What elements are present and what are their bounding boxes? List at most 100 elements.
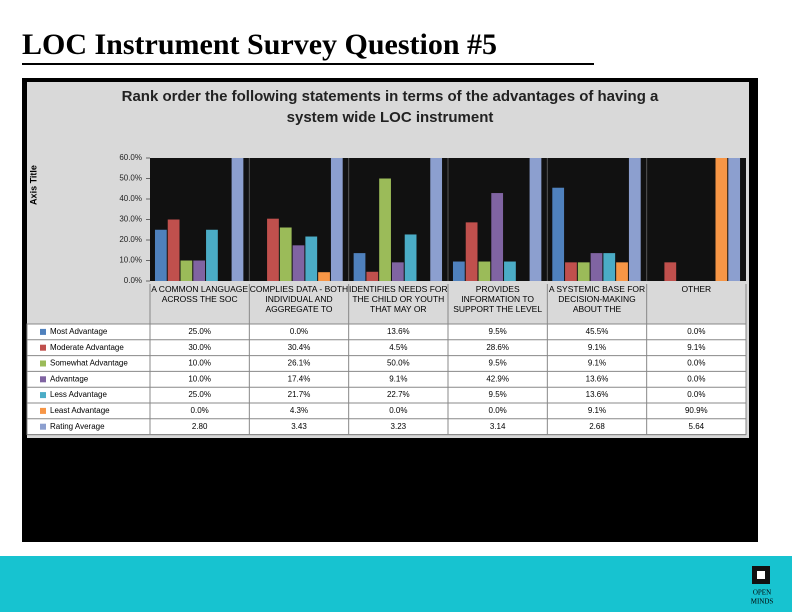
legend-label: Least Advantage	[50, 406, 110, 415]
category-label-box: A SYSTEMIC BASE FOR DECISION-MAKING ABOU…	[548, 284, 646, 314]
table-cell: 45.5%	[586, 327, 609, 336]
y-tick-label: 10.0%	[119, 256, 142, 265]
bar	[231, 158, 244, 281]
bar	[491, 193, 504, 281]
table-cell: 10.0%	[188, 374, 211, 383]
bar	[167, 219, 180, 281]
legend-swatch	[40, 328, 46, 335]
table-cell: 9.1%	[588, 343, 606, 352]
table-cell: 0.0%	[687, 374, 705, 383]
bar	[465, 222, 478, 281]
bar	[366, 271, 379, 281]
y-tick-label: 20.0%	[119, 235, 142, 244]
bar	[404, 234, 417, 281]
category-label-box: A COMMON LANGUAGE ACROSS THE SOC	[151, 284, 249, 304]
table-cell: 26.1%	[288, 359, 311, 368]
table-cell: 0.0%	[290, 327, 308, 336]
table-cell: 9.5%	[489, 390, 507, 399]
bar	[318, 272, 330, 281]
legend-swatch	[40, 344, 46, 351]
table-cell: 21.7%	[288, 390, 311, 399]
table-cell: 9.5%	[489, 327, 507, 336]
bar	[616, 262, 628, 281]
table-cell: 30.0%	[188, 343, 211, 352]
bar	[267, 218, 279, 281]
table-cell: 22.7%	[387, 390, 410, 399]
y-tick-label: 30.0%	[119, 215, 142, 224]
legend-label: Less Advantage	[50, 390, 107, 399]
table-cell: 25.0%	[188, 327, 211, 336]
x-tick-label: PROVIDES INFORMATION TO SUPPORT THE LEVE…	[453, 284, 543, 314]
x-tick-label: A SYSTEMIC BASE FOR DECISION-MAKING ABOU…	[548, 284, 646, 314]
table-cell: 30.4%	[288, 343, 311, 352]
x-tick-label: OTHER	[681, 284, 712, 294]
category-label-box: PROVIDES INFORMATION TO SUPPORT THE LEVE…	[453, 284, 543, 314]
bar	[452, 261, 465, 281]
chart-title-box: Rank order the following statements in t…	[121, 88, 659, 126]
legend-swatch	[40, 407, 46, 414]
table-cell: 13.6%	[586, 390, 609, 399]
bar	[529, 158, 542, 281]
table-cell: 9.1%	[588, 406, 606, 415]
table-cell: 50.0%	[387, 359, 410, 368]
bar	[353, 253, 366, 281]
legend-label: Somewhat Advantage	[50, 359, 128, 368]
table-cell: 0.0%	[687, 359, 705, 368]
legend-swatch	[40, 360, 46, 367]
bar	[305, 236, 318, 281]
y-tick-label: 50.0%	[119, 174, 142, 183]
bar	[430, 158, 443, 281]
table-cell: 9.1%	[588, 359, 606, 368]
bar	[715, 158, 728, 281]
table-cell: 0.0%	[687, 327, 705, 336]
table-cell: 25.0%	[188, 390, 211, 399]
logo-text: OPEN	[753, 589, 771, 597]
bar	[728, 158, 741, 281]
bar	[577, 262, 590, 281]
bar	[590, 253, 603, 281]
bar	[379, 178, 391, 281]
table-cell: 13.6%	[586, 374, 609, 383]
y-axis-title: Axis Title	[28, 165, 38, 205]
bar	[478, 261, 491, 281]
logo-text: MINDS	[751, 598, 774, 606]
legend-swatch	[40, 376, 46, 383]
table-cell: 2.80	[192, 422, 208, 431]
bar	[292, 245, 305, 281]
category-label-box: OTHER	[681, 284, 712, 294]
x-tick-label: IDENTIFIES NEEDS FOR THE CHILD OR YOUTH …	[348, 284, 448, 314]
chart-title: Rank order the following statements in t…	[121, 88, 659, 126]
x-tick-label: A COMMON LANGUAGE ACROSS THE SOC	[151, 284, 249, 304]
table-cell: 5.64	[689, 422, 705, 431]
bar	[565, 262, 577, 281]
legend-label: Rating Average	[50, 422, 105, 431]
legend-label: Moderate Advantage	[50, 343, 124, 352]
table-cell: 10.0%	[188, 359, 211, 368]
table-cell: 13.6%	[387, 327, 410, 336]
bar	[279, 227, 292, 281]
bar	[206, 229, 218, 281]
bar	[391, 262, 404, 281]
table-cell: 2.68	[589, 422, 605, 431]
bar	[628, 158, 641, 281]
y-tick-label: 60.0%	[119, 153, 142, 162]
table-cell: 28.6%	[486, 343, 509, 352]
data-table	[26, 323, 747, 436]
bar	[552, 187, 565, 281]
category-label-box: COMPLIES DATA - BOTH INDIVIDUAL AND AGGR…	[250, 284, 348, 314]
bar	[193, 260, 206, 281]
category-label-box: IDENTIFIES NEEDS FOR THE CHILD OR YOUTH …	[348, 284, 448, 314]
legend-label: Advantage	[50, 374, 89, 383]
bar	[330, 158, 343, 281]
bar	[603, 253, 616, 281]
bar	[504, 261, 516, 281]
table-cell: 0.0%	[687, 390, 705, 399]
footer-band	[0, 556, 792, 612]
logo-mark-inner	[757, 571, 765, 579]
y-tick-label: 0.0%	[124, 276, 142, 285]
y-tick-label: 40.0%	[119, 194, 142, 203]
table-cell: 0.0%	[489, 406, 507, 415]
table-cell: 4.5%	[389, 343, 407, 352]
table-cell: 3.43	[291, 422, 307, 431]
